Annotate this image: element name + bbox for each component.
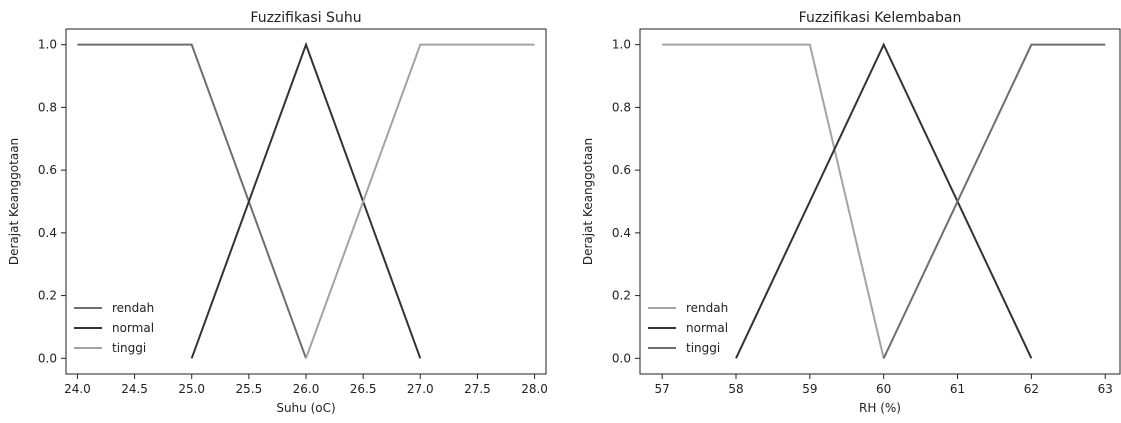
y-tick-label: 0.0 [612, 351, 631, 365]
series-line-tinggi [882, 43, 1106, 359]
y-axis-label: Derajat Keanggotaan [581, 138, 595, 265]
y-tick-label: 0.8 [612, 100, 631, 114]
x-tick-label: 24.5 [121, 382, 148, 396]
y-tick-label: 0.4 [612, 226, 631, 240]
chart-panel-2: 57 58 59 60 61 62 63 0.0 0.2 0.4 0.6 0.8 1.0 Fuzzifik… [581, 10, 1121, 415]
y-tick-label: 1.0 [612, 38, 631, 52]
series-line-rendah [662, 43, 885, 359]
y-tick-label: 0.6 [612, 163, 631, 177]
plot-frame [639, 28, 1121, 375]
legend: rendah normal tinggi [648, 301, 728, 355]
series-line-normal [190, 41, 422, 359]
y-tick-label: 0.2 [612, 289, 631, 303]
legend-label-rendah: rendah [112, 301, 154, 315]
series-line-tinggi [305, 43, 535, 359]
x-axis-label: RH (%) [859, 401, 901, 415]
x-tick-label: 57 [655, 382, 670, 396]
x-axis-label: Suhu (oC) [276, 401, 335, 415]
legend: rendah normal tinggi [74, 301, 154, 355]
legend-label-tinggi: tinggi [112, 341, 146, 355]
x-tick-label: 58 [728, 382, 743, 396]
y-tick-label: 0.6 [38, 163, 57, 177]
chart-panel-1: 24.0 24.5 25.0 25.5 26.0 26.5 27.0 27.5 28.0 0.0 0… [7, 10, 548, 415]
x-tick-label: 25.5 [235, 382, 262, 396]
x-tick-label: 59 [802, 382, 817, 396]
y-tick-label: 1.0 [38, 38, 57, 52]
legend-label-normal: normal [112, 321, 154, 335]
x-tick-label: 28.0 [521, 382, 548, 396]
legend-label-rendah: rendah [686, 301, 728, 315]
x-tick-label: 26.5 [350, 382, 377, 396]
y-tick-label: 0.8 [38, 100, 57, 114]
x-tick-label: 26.0 [293, 382, 320, 396]
chart-title: Fuzzifikasi Kelembaban [799, 10, 962, 26]
y-tick-label: 0.4 [38, 226, 57, 240]
y-tick-label: 0.2 [38, 289, 57, 303]
chart-title: Fuzzifikasi Suhu [250, 10, 361, 26]
legend-label-tinggi: tinggi [686, 341, 720, 355]
y-tick-label: 0.0 [38, 351, 57, 365]
legend-label-normal: normal [686, 321, 728, 335]
x-tick-label: 24.0 [64, 382, 91, 396]
x-tick-label: 61 [950, 382, 965, 396]
y-axis-label: Derajat Keanggotaan [7, 138, 21, 265]
series-line-normal [735, 42, 1033, 359]
x-tick-label: 63 [1098, 382, 1113, 396]
x-tick-label: 25.0 [178, 382, 205, 396]
series-line-rendah [77, 43, 307, 359]
x-tick-label: 27.5 [464, 382, 491, 396]
x-tick-label: 62 [1024, 382, 1039, 396]
x-tick-label: 60 [876, 382, 891, 396]
x-tick-label: 27.0 [407, 382, 434, 396]
